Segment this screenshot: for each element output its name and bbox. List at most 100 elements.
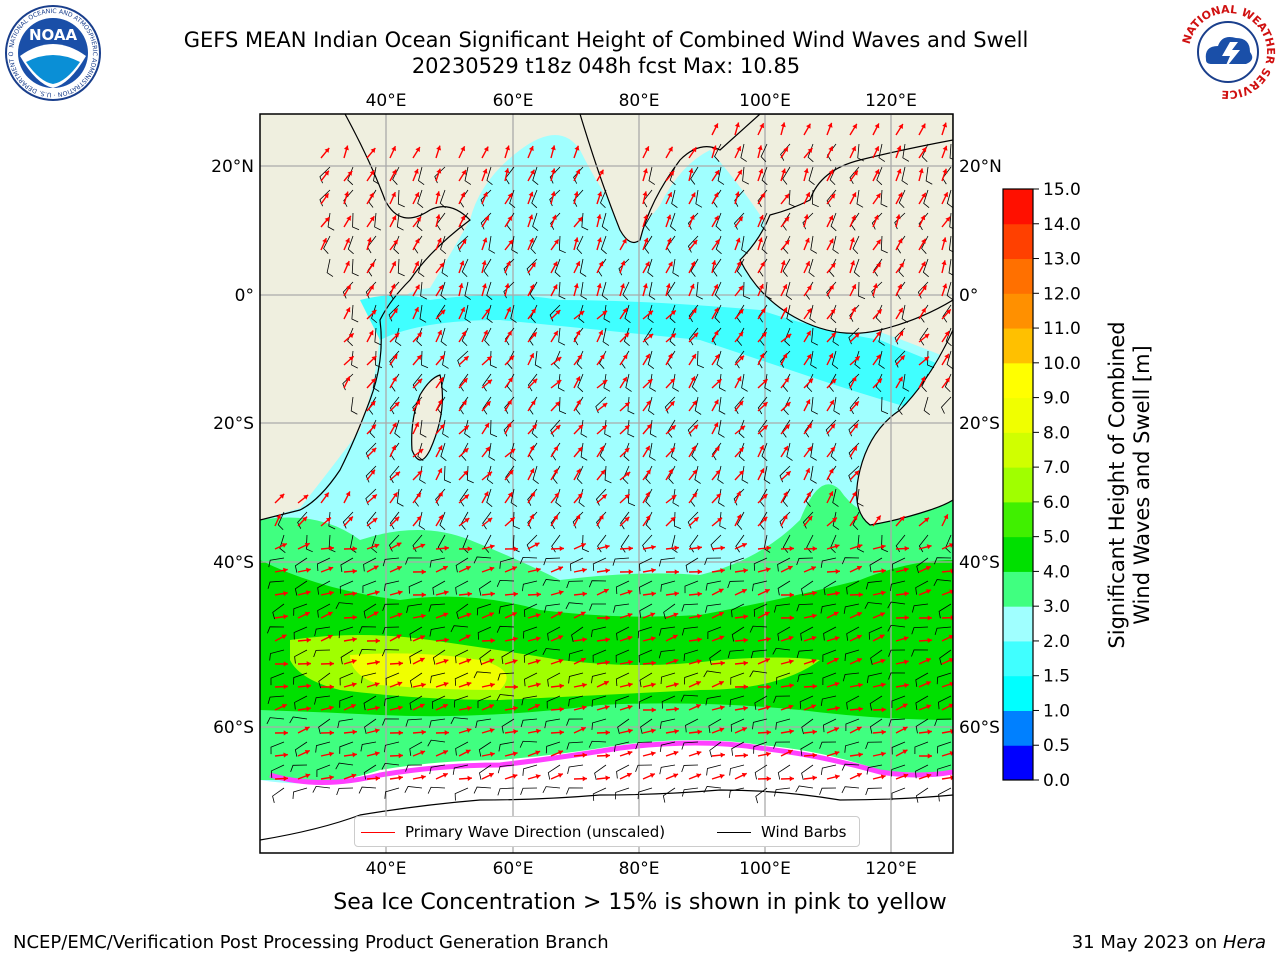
wave-direction-arrowhead xyxy=(739,355,744,361)
wave-direction-arrowhead xyxy=(373,611,379,617)
wind-barb xyxy=(464,281,471,300)
wind-barb xyxy=(844,649,860,661)
wind-barb xyxy=(482,373,492,392)
wind-barb xyxy=(826,189,837,208)
wind-barb xyxy=(436,304,446,323)
wind-barb xyxy=(545,741,561,754)
wind-barb xyxy=(662,787,676,803)
wave-direction-arrowhead xyxy=(352,568,357,574)
wave-direction-arrowhead xyxy=(831,332,836,338)
wave-direction-arrowhead xyxy=(398,753,403,759)
wave-direction-arrowhead xyxy=(414,261,420,267)
wind-barb xyxy=(948,258,953,276)
wave-direction-arrowhead xyxy=(789,776,794,782)
wave-direction-arrowhead xyxy=(806,123,811,129)
wind-barb xyxy=(358,626,377,634)
wave-direction-arrowhead xyxy=(856,634,862,640)
wave-direction-arrowhead xyxy=(352,637,357,643)
wind-barb xyxy=(571,626,584,642)
wind-barb xyxy=(788,189,796,208)
wave-direction-arrowhead xyxy=(670,516,676,522)
wave-direction-arrowhead xyxy=(921,192,926,198)
wind-barb xyxy=(294,649,308,664)
wave-direction-arrowhead xyxy=(690,192,696,198)
wave-direction-arrowhead xyxy=(896,145,902,151)
colorbar-tick-label: 10.0 xyxy=(1043,354,1081,374)
wind-barb xyxy=(351,350,358,369)
wind-barb xyxy=(409,741,423,756)
wave-direction-arrowhead xyxy=(673,658,679,664)
wind-barb xyxy=(734,189,745,207)
wind-barb xyxy=(946,350,953,370)
wind-barb xyxy=(800,580,814,596)
wave-direction-arrowhead xyxy=(757,145,763,151)
wind-barb xyxy=(685,718,699,733)
wind-barb xyxy=(857,534,865,553)
wave-direction-arrowhead xyxy=(670,333,676,339)
wave-direction-arrowhead xyxy=(373,565,379,571)
wave-direction-arrowhead xyxy=(605,659,610,666)
wind-barb xyxy=(894,350,906,368)
wave-direction-arrowhead xyxy=(759,445,765,451)
wind-barb xyxy=(936,672,952,685)
wave-direction-arrowhead xyxy=(690,261,696,267)
wave-direction-arrowhead xyxy=(674,569,679,575)
wind-barb xyxy=(731,741,745,756)
wind-barb xyxy=(496,579,515,587)
wind-barb xyxy=(645,488,653,507)
wave-direction-arrowhead xyxy=(856,612,862,617)
wind-barb xyxy=(707,626,722,639)
wave-direction-arrowhead xyxy=(467,775,472,781)
colorbar-segment xyxy=(1003,223,1033,260)
wind-barb xyxy=(421,350,429,369)
wave-direction-arrowhead xyxy=(943,514,949,520)
wind-barb xyxy=(647,258,654,278)
wind-barb xyxy=(388,534,400,552)
wave-direction-arrowhead xyxy=(854,333,860,338)
wind-barb xyxy=(887,601,906,609)
wind-barb xyxy=(482,511,492,530)
wave-direction-arrowhead xyxy=(304,611,310,617)
wind-barb xyxy=(647,304,654,324)
wind-barb xyxy=(918,534,929,553)
wind-barb xyxy=(820,603,837,614)
wind-barb xyxy=(736,258,745,277)
wind-barb xyxy=(660,672,676,685)
wind-barb xyxy=(317,603,331,618)
wind-barb xyxy=(279,534,286,554)
wind-barb xyxy=(810,350,817,369)
wave-direction-arrowhead xyxy=(902,749,908,755)
wave-direction-arrowhead xyxy=(835,568,840,575)
wind-barb xyxy=(427,739,446,747)
wave-direction-arrowhead xyxy=(879,634,885,640)
wave-direction-arrowhead xyxy=(714,446,720,452)
wave-direction-arrowhead xyxy=(902,703,908,709)
wind-barb xyxy=(938,787,952,802)
wind-barb xyxy=(777,626,791,641)
wind-barb xyxy=(450,625,469,633)
wind-barb xyxy=(760,212,768,232)
wave-direction-arrowhead xyxy=(927,637,932,643)
wave-direction-arrowhead xyxy=(375,775,380,782)
wind-barb xyxy=(761,166,768,186)
wind-barb xyxy=(819,741,837,749)
wind-barb xyxy=(483,534,492,553)
wind-barb xyxy=(949,143,953,160)
wind-barb xyxy=(383,695,400,707)
colorbar-tick-label: 9.0 xyxy=(1043,389,1070,409)
wind-barb xyxy=(419,419,427,438)
wave-direction-arrowhead xyxy=(759,353,765,359)
wind-barb xyxy=(876,166,883,186)
wind-barb xyxy=(804,419,814,438)
wave-direction-arrowhead xyxy=(785,471,791,477)
wave-direction-arrowhead xyxy=(713,123,719,129)
wave-direction-arrowhead xyxy=(789,683,794,689)
wave-direction-arrowhead xyxy=(942,122,948,128)
wind-barb xyxy=(743,281,751,300)
wave-direction-arrowhead xyxy=(504,168,510,174)
wind-barb xyxy=(512,511,520,530)
wave-direction-arrowhead xyxy=(713,284,719,290)
wind-barb xyxy=(612,557,630,566)
wave-direction-arrowhead xyxy=(352,614,357,621)
wave-direction-arrowhead xyxy=(505,145,511,151)
